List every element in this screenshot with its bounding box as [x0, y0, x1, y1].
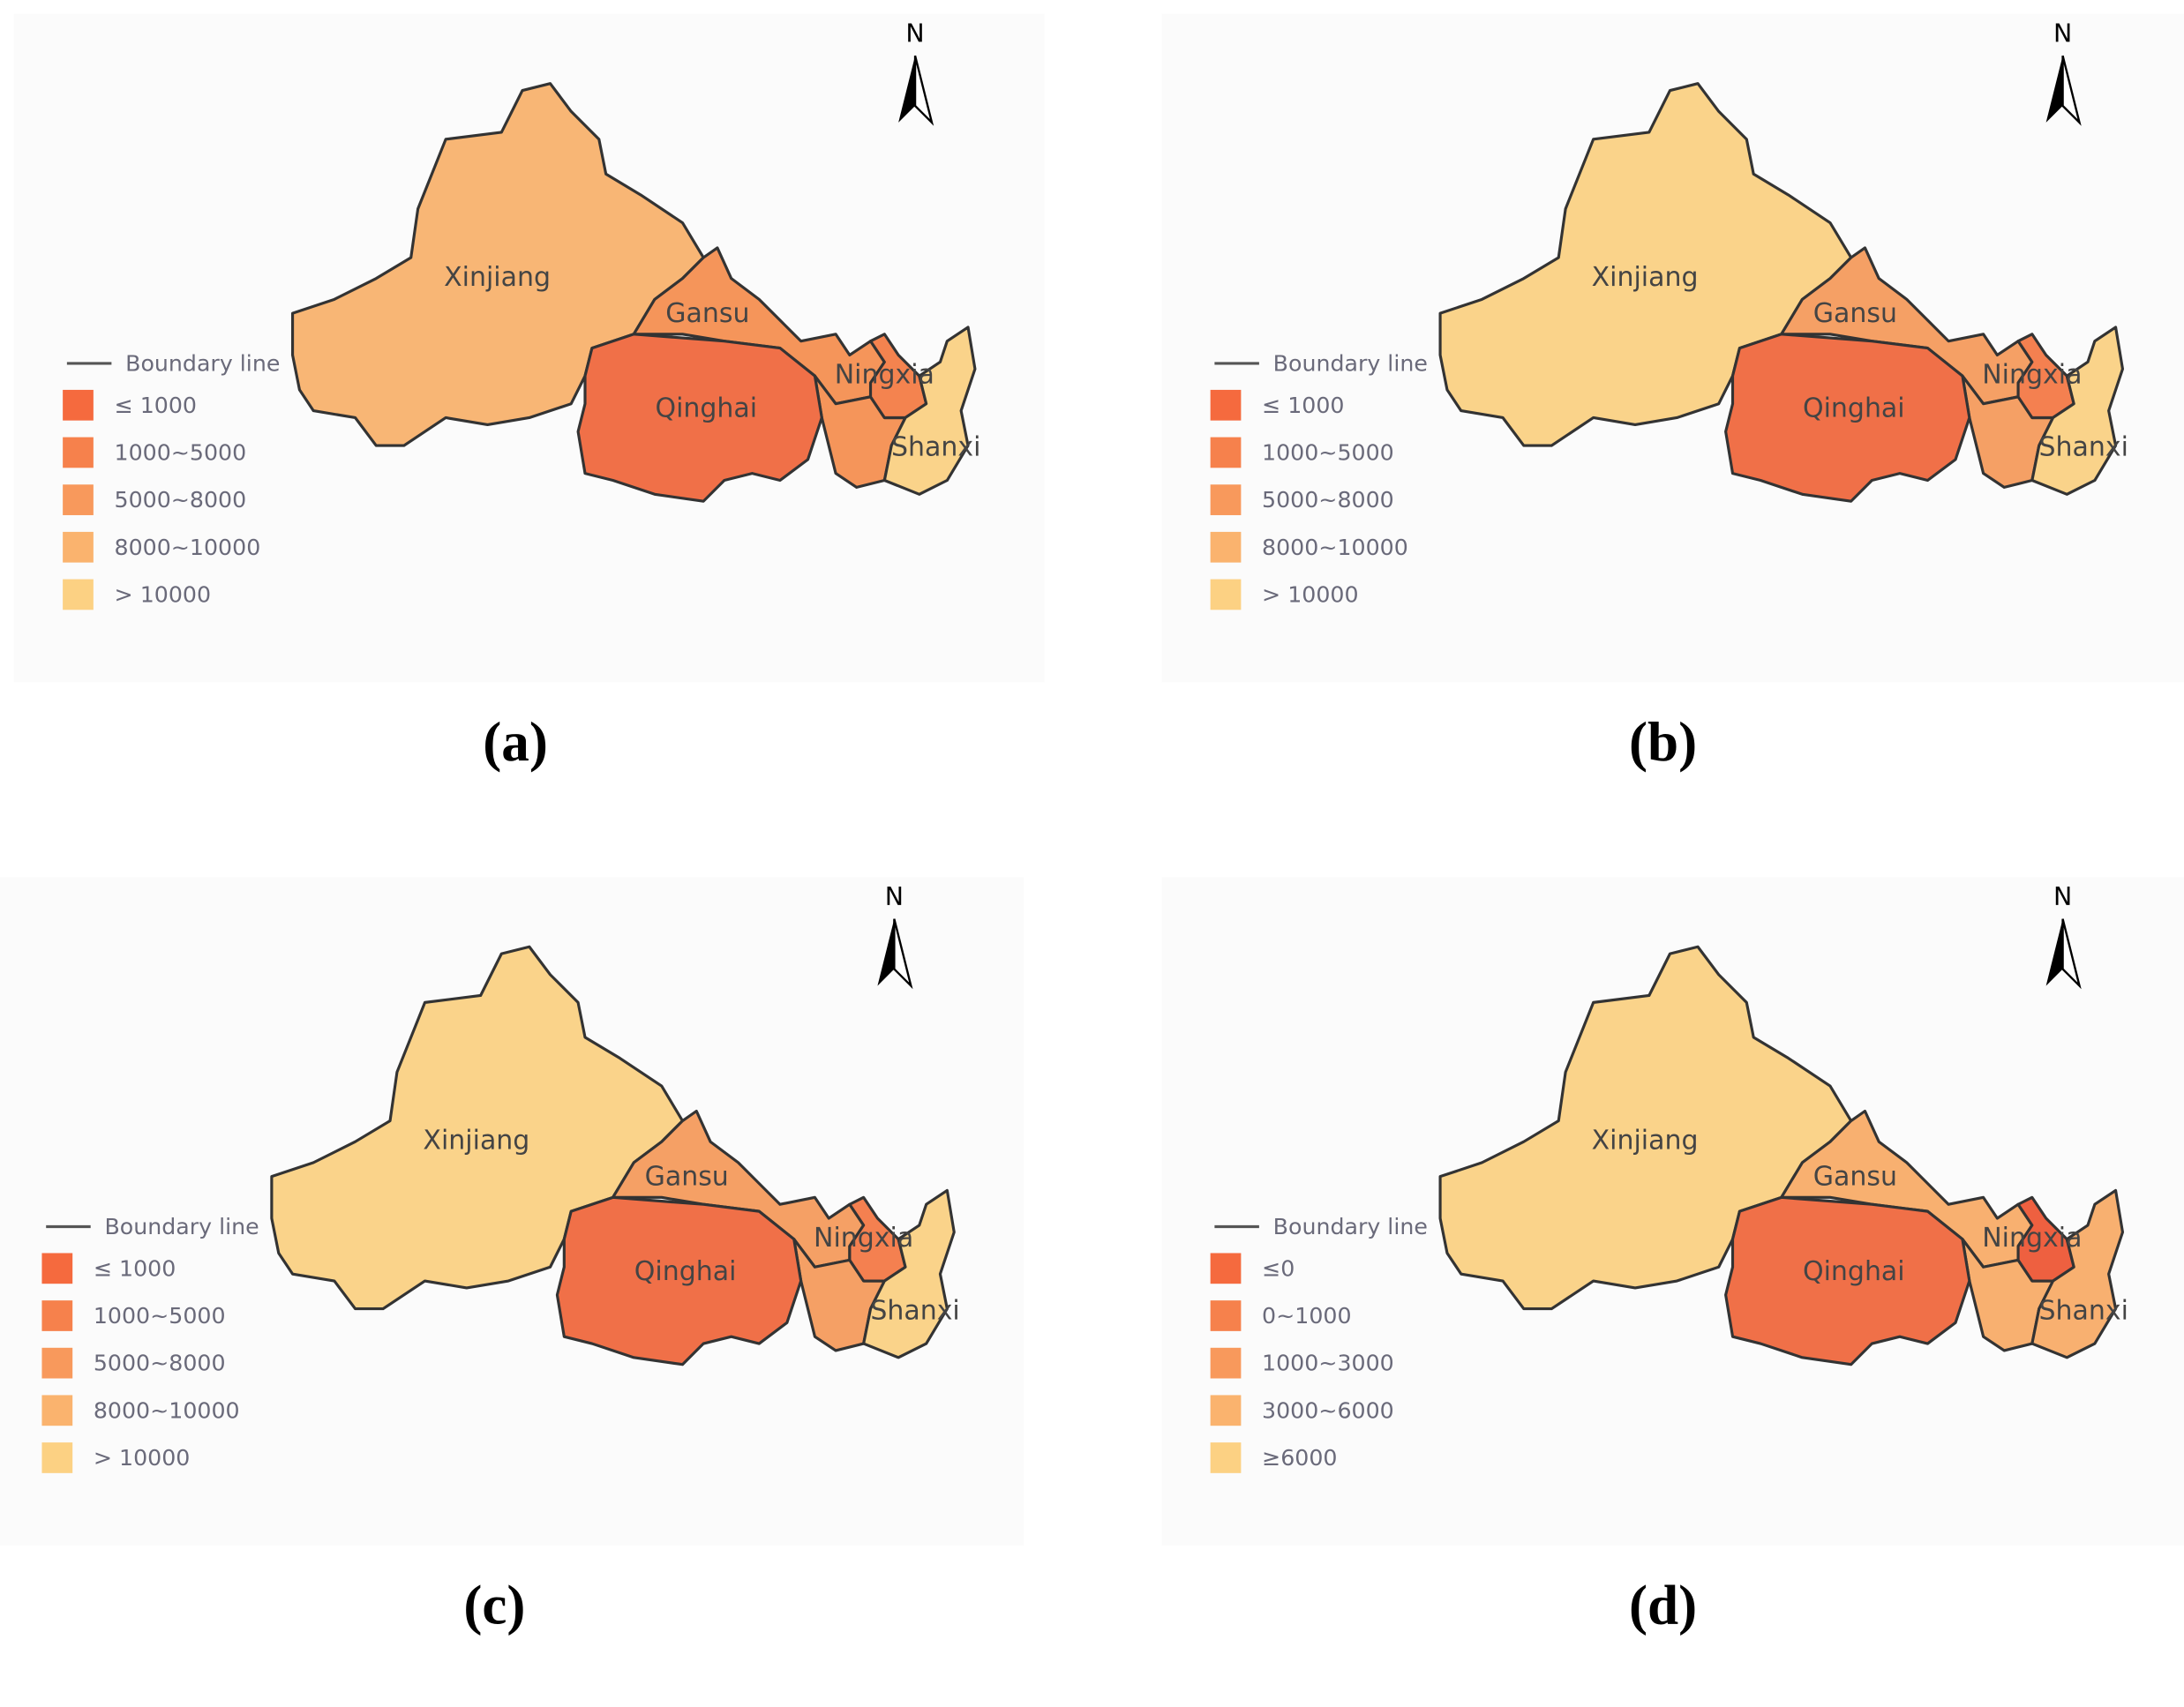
- region-label: Ningxia: [835, 360, 934, 391]
- legend-swatch: [63, 389, 94, 421]
- legend-swatch: [1210, 1442, 1242, 1473]
- legend-label: 0~1000: [1262, 1303, 1351, 1329]
- legend-swatch: [1210, 1253, 1242, 1284]
- legend-swatch: [41, 1347, 73, 1379]
- region: [576, 333, 823, 503]
- legend-label: 3000~6000: [1262, 1397, 1394, 1423]
- legend-swatch: [1210, 1395, 1242, 1426]
- legend-swatch: [63, 579, 94, 610]
- panel-caption: (b): [1629, 711, 1697, 773]
- panel-caption: (a): [483, 711, 548, 773]
- region-label: Gansu: [665, 298, 749, 329]
- region: [862, 1188, 956, 1359]
- legend-label: ≤ 1000: [115, 393, 197, 418]
- legend-label: 5000~8000: [115, 487, 247, 513]
- legend-swatch: [63, 484, 94, 515]
- map-panel: Xinjiang Gansu Qinghai Ningxia Shanxi Boundar…: [1161, 13, 2184, 773]
- legend-label: 1000~5000: [1262, 440, 1394, 466]
- legend-label: 8000~10000: [94, 1397, 240, 1423]
- legend-swatch: [63, 531, 94, 563]
- north-arrow-right: [893, 918, 913, 990]
- region-label: Ningxia: [1982, 360, 2082, 391]
- legend-label: 5000~8000: [94, 1351, 226, 1376]
- legend-swatch: [1210, 1347, 1242, 1379]
- legend-swatch: [1210, 531, 1242, 563]
- legend-swatch: [1210, 484, 1242, 515]
- legend-label: 1000~3000: [1262, 1351, 1394, 1376]
- region-label: Ningxia: [814, 1223, 913, 1254]
- legend-label: ≤0: [1262, 1255, 1295, 1281]
- map-panel: Xinjiang Gansu Qinghai Ningxia Shanxi Boundar…: [0, 877, 1024, 1636]
- legend-swatch: [1210, 1300, 1242, 1331]
- legend-swatch: [41, 1442, 73, 1473]
- legend-label: > 10000: [115, 582, 212, 608]
- region: [1724, 333, 1971, 503]
- north-label: N: [2053, 882, 2072, 911]
- region-label: Qinghai: [634, 1256, 737, 1287]
- map-panel: Xinjiang Gansu Qinghai Ningxia Shanxi Boundar…: [1161, 877, 2184, 1636]
- panel-caption: (c): [463, 1575, 525, 1636]
- north-arrow-left: [877, 918, 895, 986]
- legend-title: Boundary line: [1273, 1214, 1428, 1239]
- region-label: Shanxi: [891, 432, 980, 463]
- legend-swatch: [41, 1253, 73, 1284]
- legend-swatch: [1210, 389, 1242, 421]
- north-label: N: [2053, 19, 2072, 48]
- region-label: Qinghai: [1803, 1256, 1905, 1287]
- region-label: Xinjiang: [423, 1126, 529, 1157]
- north-label: N: [885, 882, 904, 911]
- north-arrow-right: [2061, 55, 2082, 126]
- north-label: N: [905, 19, 924, 48]
- legend-title: Boundary line: [104, 1214, 259, 1239]
- legend-label: > 10000: [1262, 582, 1359, 608]
- panel-caption: (d): [1629, 1575, 1697, 1636]
- legend-label: > 10000: [94, 1445, 191, 1471]
- region-label: Qinghai: [655, 393, 757, 424]
- region-label: Qinghai: [1803, 393, 1905, 424]
- region: [555, 1195, 803, 1366]
- legend-swatch: [41, 1395, 73, 1426]
- legend-label: 5000~8000: [1262, 487, 1394, 513]
- region-label: Shanxi: [2039, 1295, 2128, 1326]
- legend-swatch: [41, 1300, 73, 1331]
- legend-label: 8000~10000: [115, 535, 261, 560]
- legend-title: Boundary line: [125, 351, 280, 377]
- map-panel: Xinjiang Gansu Qinghai Ningxia Shanxi Boundar…: [13, 13, 1045, 773]
- legend-label: ≤ 1000: [1262, 393, 1344, 418]
- region-label: Xinjiang: [1592, 1126, 1699, 1157]
- region-label: Xinjiang: [1592, 262, 1699, 293]
- region-label: Gansu: [645, 1162, 729, 1193]
- region-label: Shanxi: [2039, 432, 2128, 463]
- north-arrow-left: [2045, 918, 2063, 986]
- region-label: Gansu: [1813, 298, 1897, 329]
- region: [1724, 1195, 1971, 1366]
- region-label: Ningxia: [1982, 1223, 2082, 1254]
- region-label: Xinjiang: [444, 262, 551, 293]
- north-arrow-right: [2061, 918, 2082, 990]
- north-arrow-right: [913, 55, 934, 126]
- region: [2030, 326, 2125, 496]
- legend-label: ≥6000: [1262, 1445, 1337, 1471]
- legend-label: 1000~5000: [94, 1303, 226, 1329]
- legend-label: 1000~5000: [115, 440, 247, 466]
- legend-label: 8000~10000: [1262, 535, 1408, 560]
- legend-title: Boundary line: [1273, 351, 1428, 377]
- legend-swatch: [63, 437, 94, 468]
- north-arrow-left: [898, 56, 916, 123]
- region: [2030, 1188, 2125, 1359]
- legend-swatch: [1210, 579, 1242, 610]
- legend-label: ≤ 1000: [94, 1255, 176, 1281]
- region-label: Gansu: [1813, 1162, 1897, 1193]
- region: [882, 326, 977, 496]
- region-label: Shanxi: [870, 1295, 959, 1326]
- legend-swatch: [1210, 437, 1242, 468]
